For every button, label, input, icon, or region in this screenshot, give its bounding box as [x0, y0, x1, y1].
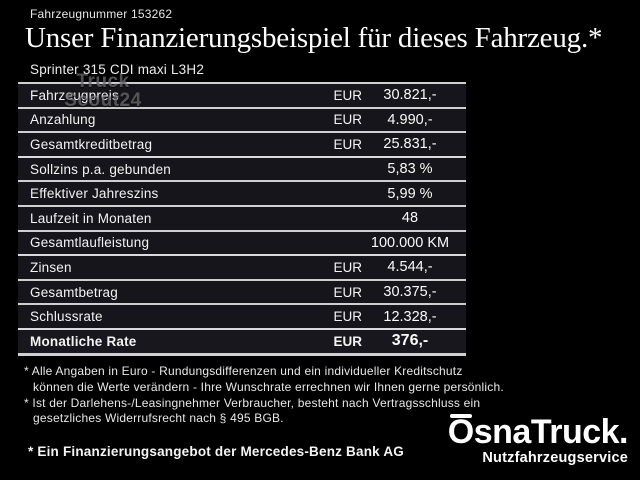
logo-tagline: Nutzfahrzeugservice	[482, 450, 628, 466]
table-row: Gesamtbetrag EUR 30.375,-	[18, 280, 466, 306]
table-row: Schlussrate EUR 12.328,-	[18, 305, 466, 330]
row-label: Gesamtlaufleistung	[30, 235, 150, 251]
row-label: Zinsen	[30, 259, 72, 275]
bank-financing-note: * Ein Finanzierungsangebot der Mercedes-…	[28, 444, 404, 459]
row-value: 5,99 %	[387, 185, 433, 202]
row-label: Sollzins p.a. gebunden	[30, 161, 172, 177]
table-row: Sollzins p.a. gebunden 5,83 %	[18, 157, 466, 183]
financing-table: Fahrzeugpreis EUR 30.821,- Anzahlung EUR…	[18, 82, 466, 356]
row-value: 30.821,-	[383, 87, 437, 104]
row-currency: EUR	[333, 136, 362, 152]
page-title: Unser Finanzierungsbeispiel für dieses F…	[25, 22, 603, 54]
footnote-line: können die Werte verändern - Ihre Wunsch…	[33, 379, 504, 394]
table-row: Zinsen EUR 4.544,-	[18, 256, 466, 281]
table-row: Anzahlung EUR 4.990,-	[18, 108, 466, 134]
row-label: Anzahlung	[30, 112, 96, 128]
vehicle-number: Fahrzeugnummer 153262	[30, 7, 173, 21]
row-currency: EUR	[333, 259, 362, 275]
logo-wordmark: OsnaTruck.	[447, 413, 629, 451]
footnote-line: * Ist der Darlehens-/Leasingnehmer Verbr…	[24, 395, 481, 410]
table-row: Laufzeit in Monaten 48	[18, 206, 466, 232]
row-value: 376,-	[391, 332, 429, 350]
row-currency: EUR	[333, 112, 362, 128]
row-value: 5,83 %	[387, 161, 433, 178]
row-currency: EUR	[333, 284, 362, 300]
row-value: 48	[401, 210, 419, 227]
row-currency: EUR	[333, 87, 362, 103]
row-value: 30.375,-	[383, 284, 437, 301]
vehicle-model: Sprinter 315 CDI maxi L3H2	[30, 62, 205, 77]
row-value: 12.328,-	[383, 308, 437, 325]
row-label: Monatliche Rate	[30, 333, 137, 349]
row-label: Schlussrate	[30, 309, 103, 325]
row-value: 100.000 KM	[370, 234, 450, 251]
row-label: Gesamtkreditbetrag	[30, 136, 153, 152]
row-label: Gesamtbetrag	[30, 284, 118, 300]
row-currency: EUR	[333, 309, 362, 325]
table-row: Gesamtkreditbetrag EUR 25.831,-	[18, 133, 466, 158]
table-row: Effektiver Jahreszins 5,99 %	[18, 182, 466, 207]
footnote-line: gesetzliches Widerrufsrecht nach § 495 B…	[33, 411, 284, 426]
table-row: Gesamtlaufleistung 100.000 KM	[18, 231, 466, 257]
footnotes: * Alle Angaben in Euro - Rundungsdiffere…	[24, 364, 504, 427]
row-label: Laufzeit in Monaten	[30, 210, 152, 226]
row-currency: EUR	[333, 333, 362, 349]
row-label: Fahrzeugpreis	[30, 87, 119, 103]
footnote-line: * Alle Angaben in Euro - Rundungsdiffere…	[24, 364, 463, 378]
row-value: 25.831,-	[383, 136, 437, 153]
row-label: Effektiver Jahreszins	[30, 186, 159, 202]
table-row: Monatliche Rate EUR 376,-	[18, 329, 466, 356]
row-value: 4.544,-	[387, 259, 433, 276]
osnatruck-logo: OsnaTruck. Nutzfahrzeugservice	[447, 413, 629, 466]
table-row: Fahrzeugpreis EUR 30.821,-	[18, 84, 466, 109]
row-value: 4.990,-	[387, 111, 433, 128]
